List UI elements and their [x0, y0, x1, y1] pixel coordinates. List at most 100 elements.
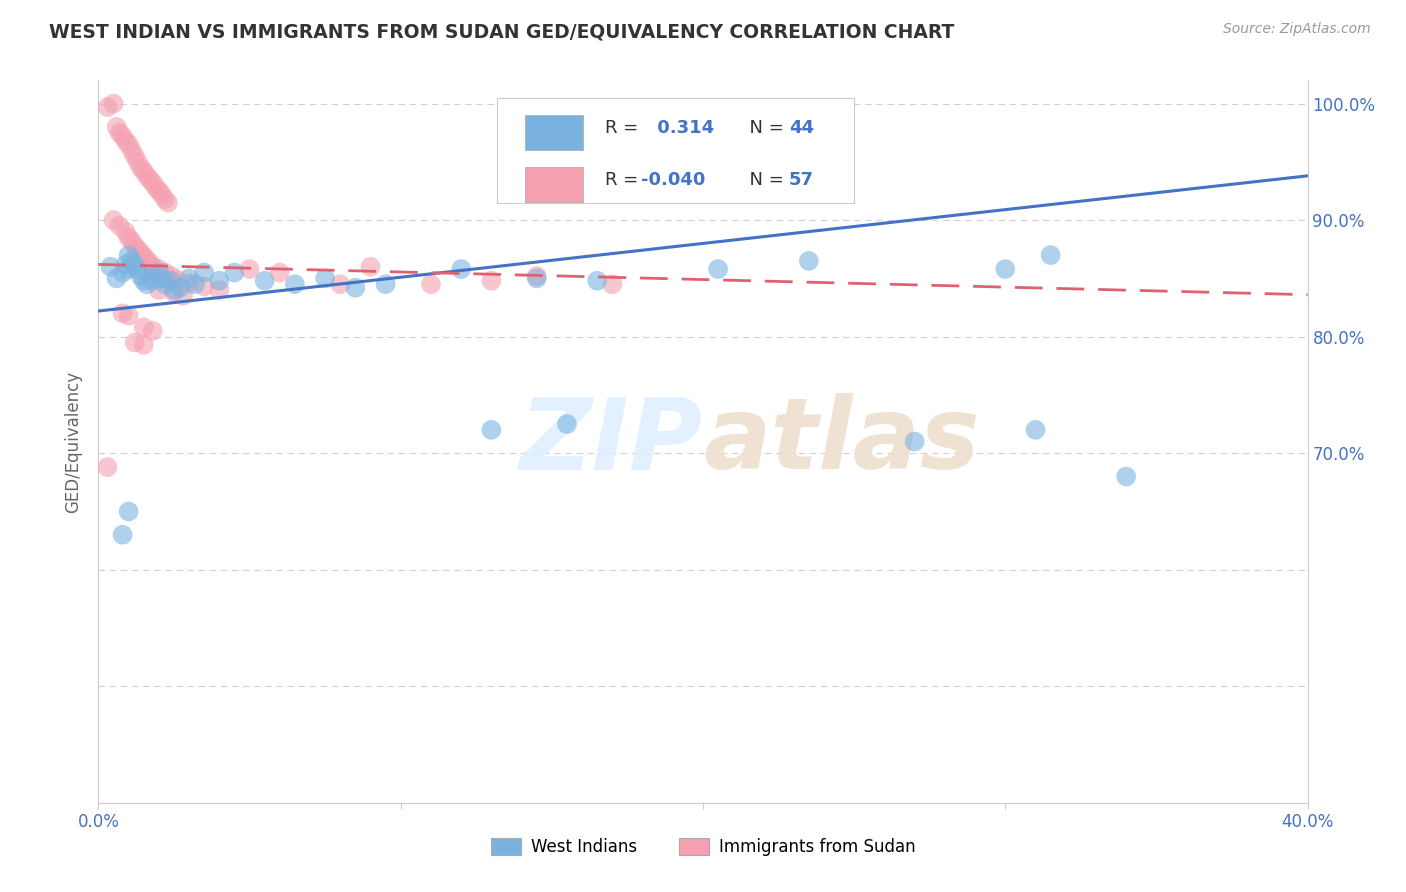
Point [184, 277, 207, 292]
Point [1115, 469, 1137, 483]
Point [150, 187, 173, 202]
Point [193, 266, 215, 280]
Point [904, 434, 927, 449]
Point [481, 423, 503, 437]
Point [163, 283, 186, 297]
FancyBboxPatch shape [526, 167, 583, 202]
Point [153, 266, 176, 280]
Text: atlas: atlas [703, 393, 980, 490]
Point [160, 274, 183, 288]
Point [1024, 423, 1046, 437]
Point [129, 245, 152, 260]
Point [224, 266, 246, 280]
Point [118, 262, 141, 277]
Point [132, 338, 155, 352]
Point [150, 271, 173, 285]
Point [374, 277, 396, 292]
Point [124, 239, 146, 253]
Point [142, 324, 165, 338]
Point [139, 268, 162, 282]
Point [139, 256, 162, 270]
Point [253, 274, 276, 288]
Point [481, 274, 503, 288]
Point [166, 272, 188, 286]
Point [111, 306, 134, 320]
Point [124, 335, 146, 350]
Point [121, 234, 143, 248]
Point [108, 219, 131, 233]
Point [129, 161, 152, 175]
Point [153, 192, 176, 206]
Text: Source: ZipAtlas.com: Source: ZipAtlas.com [1223, 22, 1371, 37]
Point [111, 528, 134, 542]
Point [100, 260, 122, 274]
Point [526, 271, 548, 285]
Text: 57: 57 [789, 170, 814, 188]
Point [420, 277, 443, 292]
Point [526, 268, 548, 283]
FancyBboxPatch shape [526, 115, 583, 150]
Point [602, 277, 624, 292]
Point [344, 281, 367, 295]
Point [994, 262, 1017, 277]
Point [118, 248, 141, 262]
Point [284, 277, 307, 292]
Point [329, 277, 352, 292]
Point [169, 281, 191, 295]
Point [103, 213, 125, 227]
Point [105, 120, 128, 134]
Point [114, 257, 136, 271]
Text: N =: N = [738, 170, 790, 188]
Point [314, 271, 336, 285]
Text: -0.040: -0.040 [641, 170, 706, 188]
FancyBboxPatch shape [498, 98, 855, 203]
Point [121, 254, 143, 268]
Point [269, 266, 291, 280]
Point [172, 289, 194, 303]
Point [142, 274, 165, 288]
Point [129, 268, 152, 283]
Point [124, 149, 146, 163]
Point [127, 262, 149, 277]
Point [450, 262, 472, 277]
Point [127, 154, 149, 169]
Point [360, 260, 382, 274]
Point [132, 164, 155, 178]
Point [118, 504, 141, 518]
Y-axis label: GED/Equivalency: GED/Equivalency [65, 370, 83, 513]
Point [148, 266, 170, 280]
Point [135, 277, 157, 292]
Point [208, 274, 231, 288]
Point [118, 137, 141, 152]
Point [148, 262, 170, 277]
Point [145, 180, 167, 194]
Point [797, 254, 820, 268]
Point [135, 252, 157, 267]
Point [1039, 248, 1062, 262]
Point [586, 274, 609, 288]
Point [114, 134, 136, 148]
Point [179, 271, 201, 285]
Point [114, 225, 136, 239]
Point [239, 262, 262, 277]
Point [148, 184, 170, 198]
Point [108, 126, 131, 140]
Point [142, 176, 165, 190]
Legend: West Indians, Immigrants from Sudan: West Indians, Immigrants from Sudan [484, 831, 922, 863]
Text: N =: N = [738, 119, 790, 136]
Point [156, 195, 179, 210]
Text: 44: 44 [789, 119, 814, 136]
Point [121, 143, 143, 157]
Text: ZIP: ZIP [520, 393, 703, 490]
Text: R =: R = [605, 170, 644, 188]
Point [118, 309, 141, 323]
Text: R =: R = [605, 119, 644, 136]
Point [105, 271, 128, 285]
Point [132, 274, 155, 288]
Point [96, 100, 118, 114]
Point [96, 460, 118, 475]
Point [132, 249, 155, 263]
Point [132, 320, 155, 334]
Point [163, 285, 186, 300]
Point [135, 169, 157, 183]
